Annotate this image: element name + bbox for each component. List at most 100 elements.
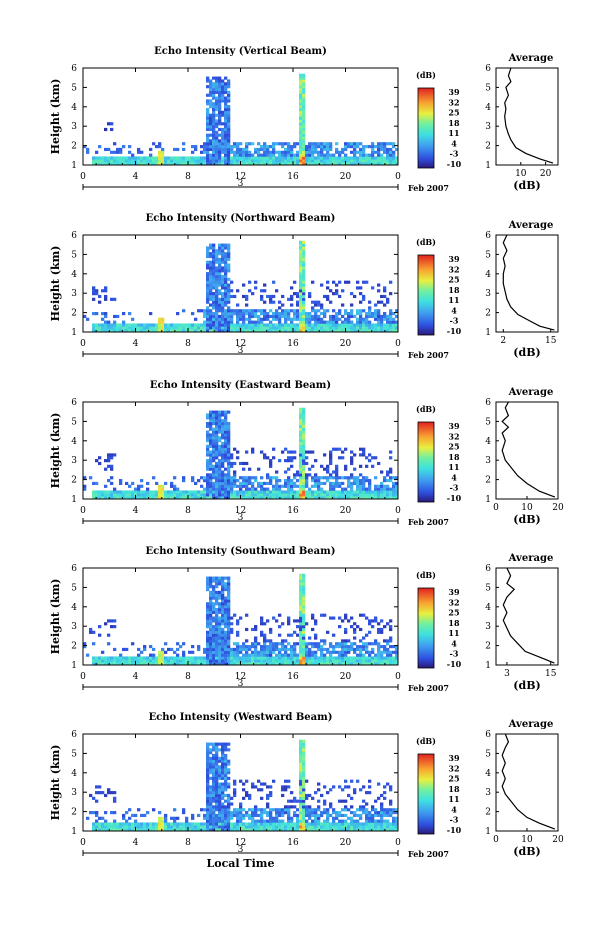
heatmap-cell [305, 822, 309, 826]
heatmap-cell [92, 329, 96, 333]
heatmap-cell [248, 645, 252, 649]
heatmap-cell [230, 822, 234, 826]
heatmap-cell [95, 799, 99, 803]
heatmap-cell [350, 450, 354, 454]
heatmap-cell [326, 286, 330, 290]
heatmap-cell [239, 309, 243, 313]
heatmap-cell [302, 122, 306, 126]
heatmap-cell [389, 619, 393, 623]
x-tick-label: 0 [80, 339, 86, 349]
heatmap-cell [224, 272, 228, 276]
heatmap-cell [218, 107, 222, 112]
heatmap-cell [320, 150, 324, 154]
heatmap-cell [149, 645, 153, 649]
heatmap-cell [224, 656, 228, 660]
heatmap-cell [347, 481, 351, 486]
heatmap-cell [308, 156, 312, 160]
heatmap-cell [383, 326, 387, 330]
heatmap-cell [317, 145, 321, 149]
heatmap-cell [107, 464, 111, 468]
heatmap-cell [173, 323, 177, 327]
heatmap-cell [389, 476, 393, 480]
heatmap-cell [227, 487, 231, 491]
heatmap-cell [317, 300, 321, 304]
heatmap-cell [308, 450, 312, 454]
heatmap-cell [152, 323, 156, 327]
heatmap-cell [128, 828, 132, 832]
heatmap-cell [245, 145, 249, 149]
heatmap-cell [179, 490, 183, 494]
heatmap-cell [308, 650, 312, 654]
heatmap-cell [281, 825, 285, 829]
heatmap-cell [227, 142, 231, 146]
heatmap-cell [227, 782, 231, 786]
heatmap-cell [233, 476, 237, 480]
heatmap-cell [215, 582, 219, 586]
average-y-tick-label: 6 [485, 730, 491, 740]
heatmap-cell [269, 811, 273, 815]
heatmap-cell [383, 808, 387, 812]
heatmap-cell [212, 427, 216, 431]
heatmap-cell [215, 493, 219, 497]
heatmap-cell [284, 326, 288, 330]
heatmap-cell [302, 453, 306, 457]
heatmap-cell [155, 825, 159, 829]
heatmap-cell [380, 294, 384, 299]
heatmap-cell [170, 493, 174, 497]
heatmap-cell [215, 585, 219, 589]
heatmap-cell [83, 314, 87, 319]
heatmap-cell [338, 280, 342, 284]
heatmap-cell [362, 636, 366, 640]
heatmap-cell [98, 656, 102, 660]
heatmap-cell [212, 487, 216, 491]
heatmap-cell [380, 326, 384, 330]
heatmap-cell [338, 317, 342, 321]
heatmap-cell [137, 484, 141, 488]
heatmap-cell [236, 159, 240, 163]
heatmap-cell [221, 593, 225, 597]
heatmap-cell [215, 136, 219, 140]
heatmap-cell [209, 633, 213, 637]
heatmap-cell [224, 266, 228, 270]
heatmap-cell [353, 323, 357, 327]
heatmap-cell [323, 145, 327, 149]
heatmap-cell [212, 147, 216, 152]
heatmap-cell [311, 650, 315, 654]
heatmap-cell [218, 122, 222, 126]
heatmap-cell [218, 490, 222, 494]
heatmap-cell [221, 297, 225, 301]
heatmap-cell [269, 145, 273, 149]
heatmap-cell [215, 269, 219, 273]
x-tick-label: 4 [133, 838, 139, 848]
heatmap-cell [359, 828, 363, 832]
heatmap-cell [215, 662, 219, 666]
heatmap-cell [122, 659, 126, 663]
heatmap-cell [149, 496, 153, 500]
heatmap-cell [242, 656, 246, 660]
heatmap-cell [392, 490, 396, 494]
heatmap-cell [233, 496, 237, 500]
heatmap-cell [98, 785, 102, 789]
heatmap-cell [341, 496, 345, 500]
heatmap-cell [236, 645, 240, 649]
heatmap-cell [218, 639, 222, 643]
heatmap-cell [110, 150, 114, 154]
heatmap-cell [164, 162, 168, 166]
heatmap-cell [221, 650, 225, 654]
heatmap-cell [329, 323, 333, 327]
heatmap-cell [107, 162, 111, 166]
heatmap-cell [206, 819, 210, 823]
heatmap-cell [221, 771, 225, 775]
heatmap-cell [308, 162, 312, 166]
heatmap-cell [302, 436, 306, 440]
heatmap-cell [161, 822, 165, 826]
heatmap-cell [221, 294, 225, 299]
heatmap-cell [365, 314, 369, 319]
heatmap-cell [311, 162, 315, 166]
heatmap-cell [302, 593, 306, 597]
average-title: Average [508, 387, 554, 398]
heatmap-cell [359, 816, 363, 820]
heatmap-cell [311, 317, 315, 321]
heatmap-cell [341, 619, 345, 623]
heatmap-cell [287, 479, 291, 483]
